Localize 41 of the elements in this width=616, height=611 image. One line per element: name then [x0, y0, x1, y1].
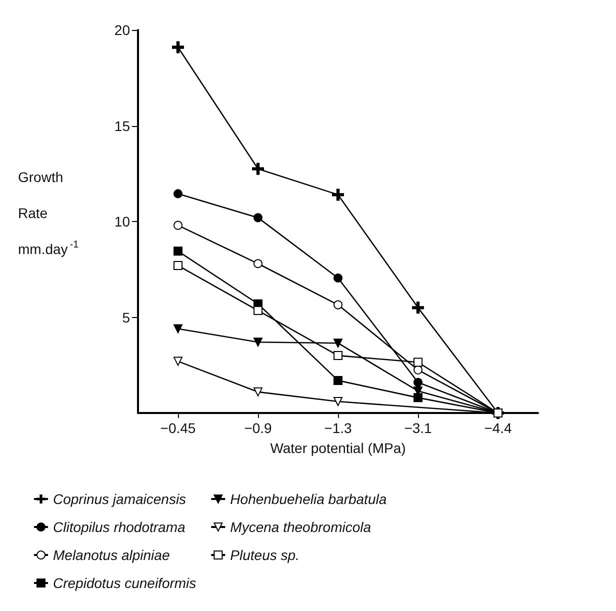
- y-tick-label: 5: [122, 309, 130, 326]
- legend-label: Coprinus jamaicensis: [53, 491, 186, 507]
- point: [412, 302, 424, 314]
- point: [174, 261, 182, 270]
- point: [174, 356, 182, 366]
- x-tick-label: −3.1: [404, 420, 432, 436]
- legend-label: Mycena theobromicola: [230, 519, 372, 535]
- point: [334, 338, 342, 348]
- legend-label: Hohenbuehelia barbatula: [230, 491, 387, 507]
- x-tick-label: −4.4: [484, 420, 512, 436]
- point: [174, 324, 182, 334]
- y-tick-label: 10: [114, 214, 130, 230]
- point: [334, 397, 342, 406]
- y-tick-label: 20: [114, 22, 130, 38]
- point: [174, 189, 182, 198]
- point: [254, 259, 262, 268]
- legend-label: Melanotus alpiniae: [53, 547, 170, 563]
- point: [334, 351, 342, 360]
- point: [414, 358, 422, 367]
- point: [334, 273, 342, 282]
- y-tick-label: 15: [114, 118, 130, 134]
- x-tick-label: −1.3: [324, 420, 352, 436]
- point: [332, 188, 344, 201]
- point: [334, 300, 342, 310]
- x-axis-title: Water potential (MPa): [270, 440, 406, 456]
- point: [172, 41, 184, 54]
- legend-label: Pluteus sp.: [230, 547, 300, 563]
- x-tick-label: −0.45: [160, 420, 196, 436]
- point: [254, 306, 262, 316]
- point: [414, 378, 422, 387]
- point: [254, 338, 262, 347]
- point: [252, 162, 264, 175]
- point: [334, 376, 342, 385]
- point: [254, 387, 262, 396]
- point: [414, 393, 422, 402]
- legend-label: Clitopilus rhodotrama: [53, 519, 186, 535]
- point: [254, 213, 262, 222]
- legend-label: Crepidotus cuneiformis: [53, 575, 196, 591]
- x-tick-label: −0.9: [244, 420, 272, 436]
- point: [174, 220, 182, 230]
- point: [174, 246, 182, 256]
